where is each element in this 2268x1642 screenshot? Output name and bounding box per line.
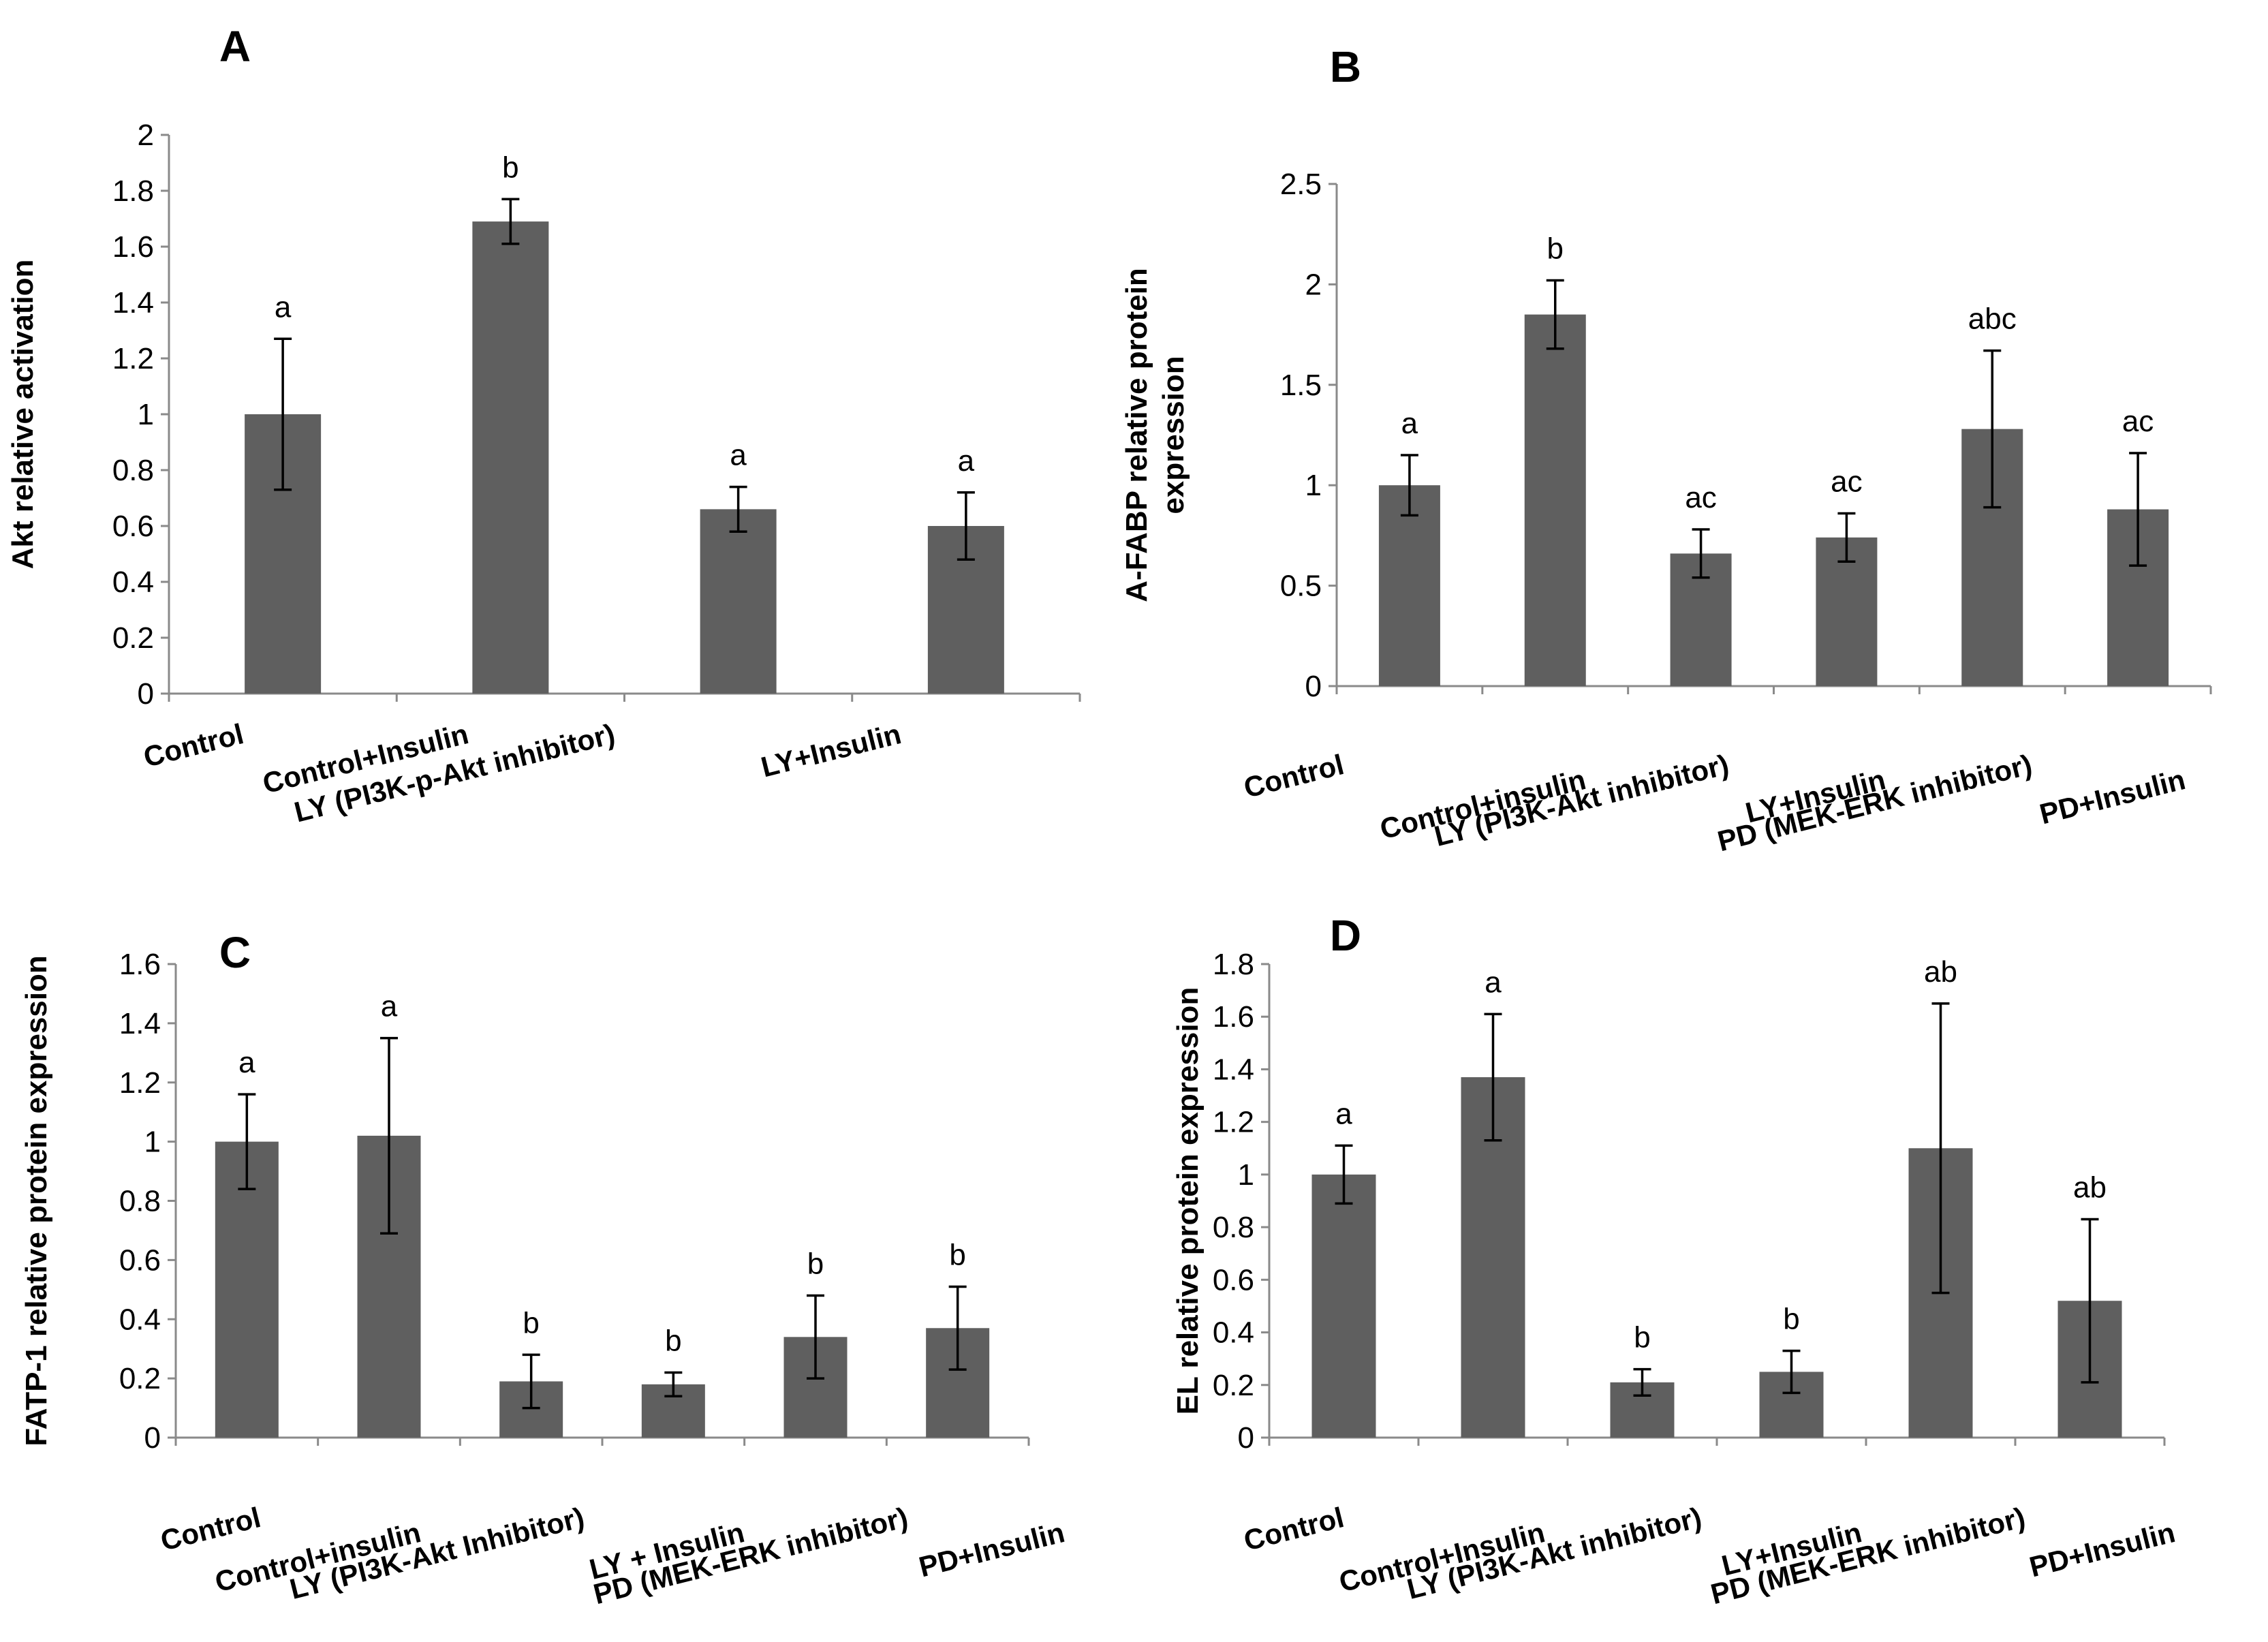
y-tick-label: 0.2 [119,1362,161,1395]
significance-label: ab [1924,955,1957,989]
significance-label: a [275,290,292,324]
y-tick-label: 1 [144,1126,161,1159]
chart-panel-a: A 0 0.2 0.4 0.6 0.8 1 1.2 1.4 1.6 1.8 2 Akt relative… [6,22,1081,828]
y-tick-label: 2 [1305,268,1322,301]
significance-label: b [1547,232,1564,266]
bar [700,509,777,694]
significance-label: ac [1685,481,1716,514]
y-tick-label: 1.8 [112,174,154,208]
significance-label: b [665,1324,681,1357]
bar [472,221,549,694]
category-label: PD+Insulin [2026,1516,2178,1583]
significance-label: ac [2122,405,2154,438]
category-label: PD+Insulin [2036,763,2188,830]
chart-panel-c: C 0 0.2 0.4 0.6 0.8 1 1.2 1.4 1.6 FATP-1 relative … [20,928,1068,1610]
significance-label: a [238,1046,255,1079]
y-tick-label: 0.4 [119,1303,161,1336]
bar [1524,314,1586,686]
y-tick-label: 1.4 [119,1007,161,1040]
y-tick-label: 1.4 [112,286,154,320]
y-tick-label: 1 [138,398,154,431]
y-tick-label: 0.6 [119,1243,161,1277]
y-tick-label: 0.2 [1213,1369,1254,1402]
y-tick-label: 1.4 [1213,1053,1254,1086]
category-label: Control [140,717,247,773]
y-tick-label: 0.6 [112,510,154,543]
category-label: Control [1241,1501,1347,1557]
significance-label: b [502,151,518,184]
significance-label: a [1335,1097,1352,1130]
y-tick-label: 1.6 [119,948,161,981]
significance-label: a [1485,965,1502,999]
panel-letter: D [1330,911,1361,960]
y-axis-label: expression [1157,356,1190,514]
y-tick-label: 0.8 [112,454,154,487]
significance-label: b [1634,1321,1650,1354]
y-tick-label: 1.2 [119,1066,161,1100]
y-tick-label: 2.5 [1280,168,1322,201]
y-tick-label: 0.5 [1280,570,1322,603]
significance-label: b [1783,1303,1799,1336]
category-label: Control [157,1501,264,1557]
significance-label: a [381,990,398,1023]
y-axis-label: A-FABP relative protein [1120,268,1153,602]
category-label: PD+Insulin [916,1516,1068,1583]
significance-label: a [730,439,747,472]
significance-label: b [949,1238,965,1271]
y-tick-label: 0 [1305,670,1322,703]
significance-label: b [523,1306,539,1339]
y-tick-label: 0 [138,677,154,711]
panel-letter: B [1330,42,1361,91]
significance-label: a [958,444,975,478]
y-tick-label: 2 [138,119,154,152]
significance-label: ab [2073,1171,2107,1205]
y-tick-label: 0 [1238,1421,1254,1455]
significance-label: ac [1831,465,1862,498]
y-tick-label: 1 [1305,469,1322,502]
y-tick-label: 1 [1238,1158,1254,1192]
y-tick-label: 0.4 [1213,1316,1254,1350]
bar [215,1141,279,1438]
bar [1311,1174,1376,1438]
significance-label: abc [1968,303,2017,336]
y-tick-label: 1.6 [112,230,154,264]
y-tick-label: 1.2 [112,342,154,375]
chart-panel-d: D 0 0.2 0.4 0.6 0.8 1 1.2 1.4 1.6 1.8EL relative p… [1171,911,2178,1610]
y-tick-label: 1.2 [1213,1106,1254,1139]
y-tick-label: 0.2 [112,621,154,655]
y-axis-label: EL relative protein expression [1171,987,1205,1415]
bar [1378,485,1440,686]
category-label: Control [1241,748,1347,804]
panel-letter: C [219,928,251,977]
chart-panel-b: B 0 0.5 1 1.5 2 2.5 A-FABP relative protein expr… [1120,42,2212,857]
y-tick-label: 0 [144,1421,161,1455]
category-label: LY+Insulin [758,717,904,783]
y-tick-label: 0.6 [1213,1263,1254,1297]
panel-letter: A [219,22,251,71]
significance-label: a [1401,407,1418,440]
y-tick-label: 1.5 [1280,369,1322,402]
y-axis-label: FATP-1 relative protein expression [20,955,53,1446]
y-tick-label: 1.8 [1213,948,1254,981]
y-tick-label: 0.4 [112,566,154,599]
significance-label: b [807,1248,824,1281]
y-tick-label: 0.8 [1213,1211,1254,1244]
y-axis-label: Akt relative activation [6,260,40,570]
y-tick-label: 0.8 [119,1185,161,1218]
y-tick-label: 1.6 [1213,1000,1254,1034]
